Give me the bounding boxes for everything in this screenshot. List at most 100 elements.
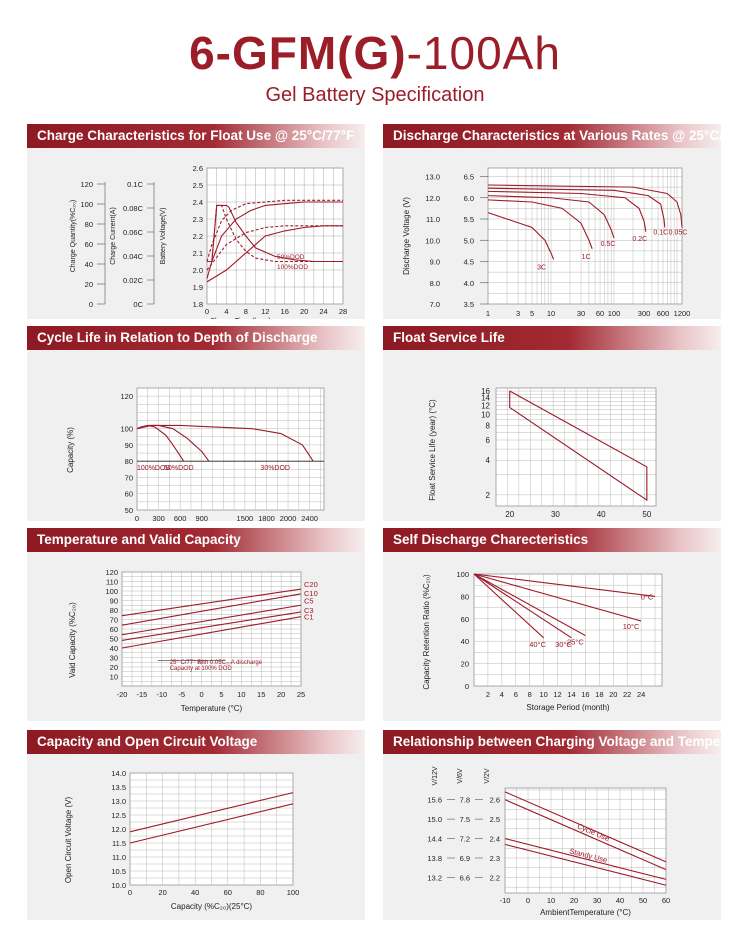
- plot-area: [136, 387, 325, 511]
- chart-temp-capacity: -20 -15 -10 -5 0 5 10 15 20 251020304050607080901…: [68, 568, 318, 713]
- y-tick-label: 4: [486, 456, 491, 465]
- y-axis-label: Capacity (%): [66, 427, 75, 473]
- y-tick-label: 11.0: [426, 215, 440, 224]
- x-tick-label: 600: [657, 309, 670, 318]
- series-line: [487, 184, 683, 228]
- x-tick-label: 60: [224, 888, 232, 897]
- x-tick-label: 40: [616, 896, 624, 905]
- y-tick-label: 8: [486, 422, 491, 431]
- panel-self-discharge: Self Discharge Charecteristics 2 4 6 8 10 12 1…: [383, 528, 721, 721]
- series-line: [504, 791, 667, 863]
- y-tick-label: 100: [456, 570, 469, 579]
- y-tick-label: 2.3: [490, 854, 500, 863]
- page-subtitle: Gel Battery Specification: [265, 84, 485, 106]
- x-tick-label: 30: [577, 309, 585, 318]
- y-tick-label: 10: [481, 410, 490, 419]
- x-tick-label: 5: [530, 309, 534, 318]
- panel-discharge-rates: Discharge Characteristics at Various Rat…: [383, 124, 721, 319]
- series-line: [129, 792, 294, 833]
- x-tick-label: 20: [505, 510, 514, 519]
- x-tick-label: 12: [261, 307, 269, 316]
- series-label: C20: [304, 580, 318, 589]
- panel-title: Self Discharge Charecteristics: [383, 528, 721, 552]
- y-tick-label: 20: [85, 280, 93, 289]
- y-tick-label: 2.1: [193, 249, 203, 258]
- y-tick-label: 120: [80, 180, 93, 189]
- y-tick-label: 40: [461, 637, 469, 646]
- y-tick-label: 2.5: [490, 815, 500, 824]
- series-label: C10: [304, 589, 318, 598]
- x-tick-label: 24: [319, 307, 327, 316]
- y-tick-label: 10: [110, 673, 118, 682]
- x-tick-label: 3: [516, 309, 520, 318]
- panel-title: Float Service Life: [383, 326, 721, 350]
- series-line: [121, 588, 302, 617]
- x-tick-label: 1800: [258, 514, 275, 521]
- series-line: [207, 204, 343, 263]
- chart-self-discharge: 2 4 6 8 10 12 14 16 18 20 22 24020406080100Capacity…: [422, 570, 663, 712]
- series-line: [473, 573, 586, 637]
- y-tick-label: 2.2: [490, 873, 500, 882]
- series-label: C5: [304, 596, 314, 605]
- y-tick-label: 120: [105, 568, 118, 577]
- y-tick-label: 8.0: [430, 279, 440, 288]
- x-tick-label: 30: [593, 896, 601, 905]
- panel-cycle-life: Cycle Life in Relation to Depth of Disch…: [27, 326, 365, 521]
- x-tick-label: 30: [551, 510, 560, 519]
- y-tick-label: 2.4: [490, 835, 500, 844]
- y-tick-label: 2.6: [193, 164, 203, 173]
- y-tick-label: 0.1C: [127, 180, 143, 189]
- y-tick-label: 70: [110, 616, 118, 625]
- y-tick-label: 2.5: [193, 181, 203, 190]
- title-model: 6-GFM(G): [189, 27, 407, 79]
- y-tick-label: 4.5: [464, 258, 474, 267]
- panel-ocv: Capacity and Open Circuit Voltage 0 20 40 6…: [27, 730, 365, 920]
- y-tick-label: 0.06C: [123, 228, 144, 237]
- y-axis-label: V/2V: [484, 768, 491, 784]
- x-tick-label: 100: [287, 888, 300, 897]
- y-tick-label: 90: [125, 441, 133, 450]
- series-label: 1C: [582, 254, 591, 261]
- y-tick-label: 110: [106, 578, 118, 587]
- y-tick-label: 30: [110, 654, 118, 663]
- panel-title: Capacity and Open Circuit Voltage: [27, 730, 365, 754]
- series-line: [121, 611, 302, 641]
- y-tick-label: 60: [461, 615, 469, 624]
- series-line: [206, 199, 343, 262]
- x-tick-label: -5: [178, 690, 185, 699]
- x-tick-label: 40: [191, 888, 199, 897]
- x-tick-label: 16: [281, 307, 289, 316]
- series-label: 50%DOD: [164, 465, 194, 472]
- panel-title: Charge Characteristics for Float Use @ 2…: [27, 124, 365, 148]
- panel-title: Cycle Life in Relation to Depth of Disch…: [27, 326, 365, 350]
- y-tick-label: 0.02C: [123, 276, 144, 285]
- annotation-text: 25° C/77° F,: [170, 660, 202, 666]
- series-label: 40°C: [529, 640, 546, 649]
- y-tick-label: 2.2: [193, 232, 203, 241]
- y-tick-label: 13.0: [111, 797, 126, 806]
- y-tick-label: 60: [125, 490, 133, 499]
- y-axis-label: V/6V: [457, 768, 464, 784]
- y-tick-label: 2.6: [490, 796, 500, 805]
- series-line: [509, 390, 648, 502]
- x-tick-label: 0: [135, 514, 139, 521]
- y-tick-label: 2.0: [193, 266, 203, 275]
- x-tick-label: 18: [595, 690, 603, 699]
- y-tick-label: 15.6: [427, 796, 442, 805]
- y-tick-label: 80: [125, 457, 133, 466]
- x-tick-label: 2: [486, 690, 490, 699]
- panel-title: Relationship between Charging Voltage an…: [383, 730, 721, 754]
- x-tick-label: 900: [195, 514, 208, 521]
- y-axis-label: Vaid Capacity (%C₂₀): [68, 602, 77, 678]
- y-tick-label: 6: [486, 436, 491, 445]
- series-line: [487, 212, 555, 260]
- x-tick-label: 0: [128, 888, 132, 897]
- y-tick-label: 0: [465, 682, 469, 691]
- x-tick-label: 2400: [301, 514, 318, 521]
- chart-charge-voltage-temp: -10 0 10 20 30 40 50 60 2.2 6.6 13.2 2.3 6.9 13.8 2.4 7…: [427, 766, 670, 917]
- series-line: [473, 573, 572, 639]
- series-line: [473, 573, 642, 622]
- series-label: 100%DOD: [277, 264, 308, 271]
- x-tick-label: 12: [553, 690, 561, 699]
- series-label: 0.05C: [669, 230, 688, 237]
